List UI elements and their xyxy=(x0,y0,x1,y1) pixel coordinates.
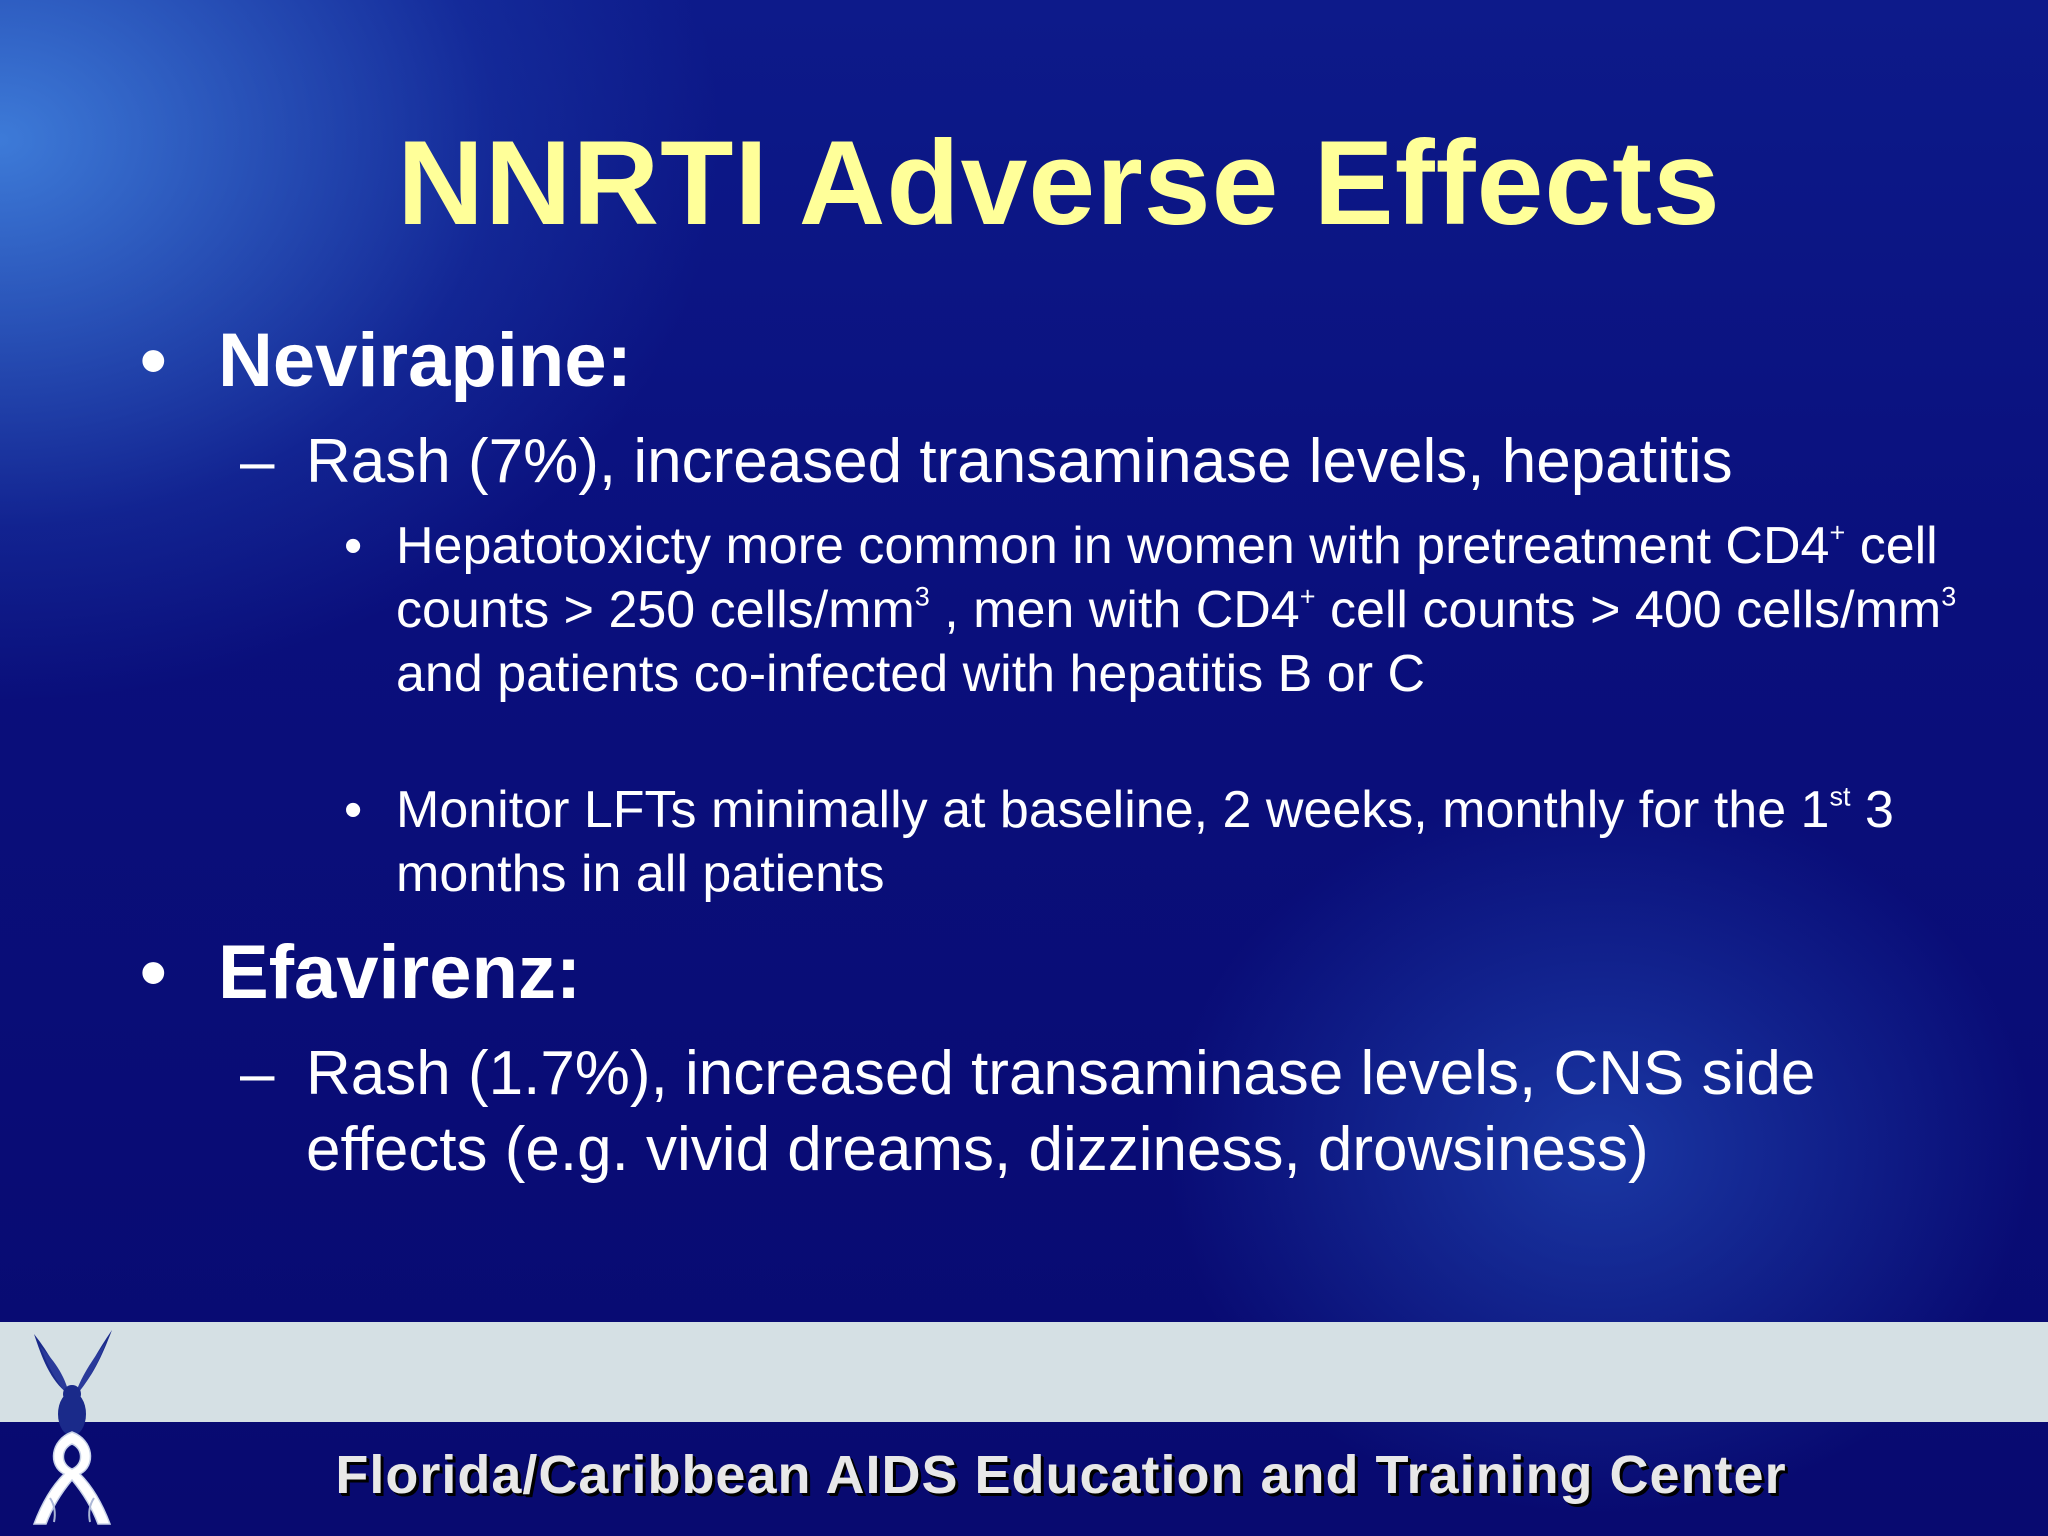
dash-icon: – xyxy=(240,427,275,496)
point-text: Hepatotoxicty more common in women with … xyxy=(396,514,2024,706)
text-segment: and patients co-infected with hepatitis … xyxy=(396,645,1426,703)
bullet-icon: • xyxy=(140,930,167,1015)
bullet-icon: • xyxy=(140,318,167,403)
superscript: + xyxy=(1829,517,1846,548)
point-text: Monitor LFTs minimally at baseline, 2 we… xyxy=(396,778,2024,906)
bullet-icon: • xyxy=(344,781,363,839)
bird-ribbon-logo-icon xyxy=(20,1328,130,1528)
sub-bullet-nevirapine-effects: – Rash (7%), increased transaminase leve… xyxy=(240,424,2000,500)
sub-bullet-text: Rash (1.7%), increased transaminase leve… xyxy=(306,1039,1816,1184)
superscript: 3 xyxy=(914,581,930,612)
bullet-heading: Nevirapine: xyxy=(218,318,632,403)
point-hepatotoxicity: • Hepatotoxicty more common in women wit… xyxy=(344,514,2024,706)
slide-title: NNRTI Adverse Effects xyxy=(397,116,1721,250)
text-segment: Monitor LFTs minimally at baseline, 2 we… xyxy=(396,781,1830,839)
superscript: + xyxy=(1299,581,1316,612)
sub-bullet-text: Rash (7%), increased transaminase levels… xyxy=(306,427,1733,496)
text-segment: 3 months in all patients xyxy=(396,781,1894,903)
bullet-heading: Efavirenz: xyxy=(218,930,582,1015)
footer-organization: Florida/Caribbean AIDS Education and Tra… xyxy=(335,1445,1787,1505)
bullet-icon: • xyxy=(344,517,363,575)
point-monitor-lfts: • Monitor LFTs minimally at baseline, 2 … xyxy=(344,778,2024,906)
text-segment: , men with CD4 xyxy=(929,581,1300,639)
footer-band xyxy=(0,1322,2048,1422)
text-segment: cell counts > 400 cells/mm xyxy=(1315,581,1942,639)
text-segment: Hepatotoxicty more common in women with … xyxy=(396,517,1830,575)
superscript: st xyxy=(1829,781,1851,812)
text-segment: cell counts > 250 cells/mm xyxy=(396,517,1938,639)
dash-icon: – xyxy=(240,1039,275,1108)
sub-bullet-efavirenz-effects: – Rash (1.7%), increased transaminase le… xyxy=(240,1036,1860,1188)
superscript: 3 xyxy=(1941,581,1957,612)
